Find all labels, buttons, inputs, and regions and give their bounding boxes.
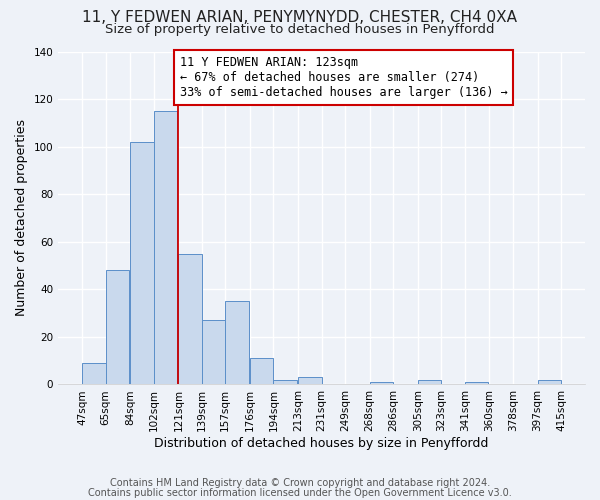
X-axis label: Distribution of detached houses by size in Penyffordd: Distribution of detached houses by size … [154, 437, 489, 450]
Text: Contains HM Land Registry data © Crown copyright and database right 2024.: Contains HM Land Registry data © Crown c… [110, 478, 490, 488]
Text: 11 Y FEDWEN ARIAN: 123sqm
← 67% of detached houses are smaller (274)
33% of semi: 11 Y FEDWEN ARIAN: 123sqm ← 67% of detac… [180, 56, 508, 100]
Bar [178, 254, 202, 384]
Bar [202, 320, 225, 384]
Y-axis label: Number of detached properties: Number of detached properties [15, 120, 28, 316]
Text: 11, Y FEDWEN ARIAN, PENYMYNYDD, CHESTER, CH4 0XA: 11, Y FEDWEN ARIAN, PENYMYNYDD, CHESTER,… [83, 10, 517, 25]
Text: Size of property relative to detached houses in Penyffordd: Size of property relative to detached ho… [105, 22, 495, 36]
Bar [274, 380, 297, 384]
Bar [538, 380, 561, 384]
Bar [106, 270, 129, 384]
Bar [298, 378, 322, 384]
Text: Contains public sector information licensed under the Open Government Licence v3: Contains public sector information licen… [88, 488, 512, 498]
Bar [465, 382, 488, 384]
Bar [418, 380, 442, 384]
Bar [154, 111, 177, 384]
Bar [130, 142, 154, 384]
Bar [370, 382, 393, 384]
Bar [225, 301, 249, 384]
Bar [250, 358, 274, 384]
Bar [82, 363, 106, 384]
